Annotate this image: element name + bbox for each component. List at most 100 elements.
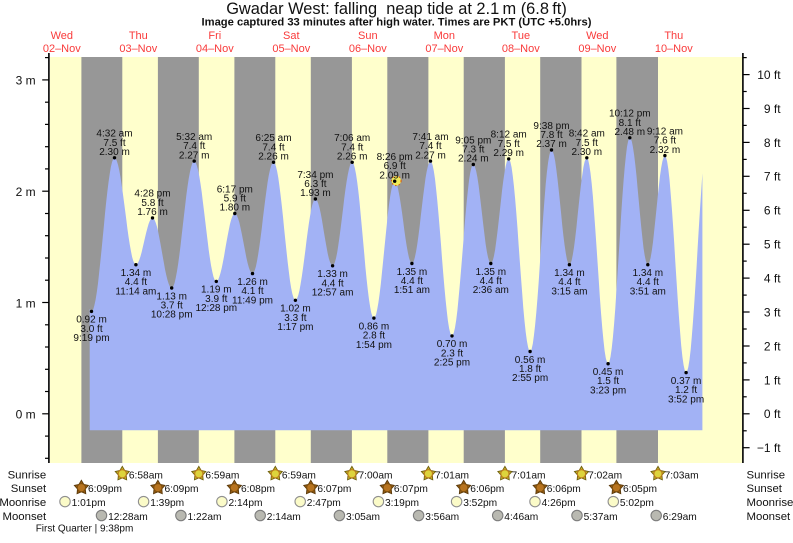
svg-text:6:25 am: 6:25 am <box>255 133 291 144</box>
svg-text:Mon: Mon <box>434 30 455 42</box>
svg-text:7:01am: 7:01am <box>435 470 469 481</box>
svg-text:4 ft: 4 ft <box>764 272 781 286</box>
svg-text:Sat: Sat <box>283 30 300 42</box>
svg-text:Sunrise: Sunrise <box>747 469 786 481</box>
svg-text:06–Nov: 06–Nov <box>349 43 387 55</box>
svg-text:9:12 am: 9:12 am <box>647 126 683 137</box>
svg-text:6:08pm: 6:08pm <box>241 484 275 495</box>
svg-text:11:49 pm: 11:49 pm <box>232 295 273 306</box>
svg-text:Gwadar West: falling neap tid: Gwadar West: falling neap tide at 2.1 m … <box>226 0 567 18</box>
svg-text:8:42 am: 8:42 am <box>569 129 605 140</box>
svg-text:2:36 am: 2:36 am <box>473 285 509 296</box>
svg-text:7:41 am: 7:41 am <box>412 132 448 143</box>
svg-text:08–Nov: 08–Nov <box>502 43 540 55</box>
svg-text:5:02pm: 5:02pm <box>620 498 654 509</box>
svg-text:Moonset: Moonset <box>2 511 47 523</box>
svg-text:3 m: 3 m <box>16 74 36 88</box>
svg-text:9 ft: 9 ft <box>764 102 781 116</box>
svg-text:2 m: 2 m <box>16 185 36 199</box>
svg-text:3:51 am: 3:51 am <box>630 286 666 297</box>
svg-text:2:14am: 2:14am <box>267 512 301 523</box>
svg-text:5 ft: 5 ft <box>764 238 781 252</box>
svg-text:3:56am: 3:56am <box>425 512 459 523</box>
svg-text:5:37am: 5:37am <box>584 512 618 523</box>
svg-text:4:26pm: 4:26pm <box>542 498 576 509</box>
svg-text:11:14 am: 11:14 am <box>115 286 156 297</box>
svg-text:Moonrise: Moonrise <box>747 497 793 509</box>
svg-text:4:28 pm: 4:28 pm <box>134 189 170 200</box>
svg-text:Image captured 33 minutes afte: Image captured 33 minutes after high wat… <box>202 17 592 29</box>
svg-text:3 ft: 3 ft <box>764 305 781 319</box>
svg-text:7 ft: 7 ft <box>764 170 781 184</box>
svg-text:Tue: Tue <box>512 30 531 42</box>
svg-text:Moonset: Moonset <box>747 511 792 523</box>
svg-text:1 ft: 1 ft <box>764 373 781 387</box>
svg-text:1:22am: 1:22am <box>188 512 222 523</box>
svg-text:7:06 am: 7:06 am <box>334 133 370 144</box>
svg-text:7:02am: 7:02am <box>588 470 622 481</box>
svg-text:2 ft: 2 ft <box>764 339 781 353</box>
svg-text:Sunset: Sunset <box>11 483 47 495</box>
svg-text:7:01am: 7:01am <box>512 470 546 481</box>
svg-text:6:29am: 6:29am <box>663 512 697 523</box>
svg-text:6:07pm: 6:07pm <box>317 484 351 495</box>
svg-text:04–Nov: 04–Nov <box>196 43 234 55</box>
svg-text:Wed: Wed <box>586 30 608 42</box>
svg-text:05–Nov: 05–Nov <box>272 43 310 55</box>
svg-text:6 ft: 6 ft <box>764 204 781 218</box>
svg-text:Fri: Fri <box>208 30 221 42</box>
svg-text:10 ft: 10 ft <box>757 68 781 82</box>
svg-text:Sun: Sun <box>358 30 378 42</box>
svg-text:03–Nov: 03–Nov <box>119 43 157 55</box>
svg-text:2:47pm: 2:47pm <box>307 498 341 509</box>
svg-text:6:06pm: 6:06pm <box>547 484 581 495</box>
svg-text:7:03am: 7:03am <box>665 470 699 481</box>
svg-text:First Quarter | 9:38pm: First Quarter | 9:38pm <box>36 524 134 535</box>
svg-text:6:07pm: 6:07pm <box>394 484 428 495</box>
svg-text:7:34 pm: 7:34 pm <box>297 170 333 181</box>
svg-text:12:57 am: 12:57 am <box>312 288 354 299</box>
svg-text:1:54 pm: 1:54 pm <box>356 340 392 351</box>
svg-text:−1 ft: −1 ft <box>757 441 781 455</box>
svg-text:2:14pm: 2:14pm <box>229 498 263 509</box>
svg-text:6:09pm: 6:09pm <box>88 484 122 495</box>
svg-text:Wed: Wed <box>51 30 73 42</box>
svg-text:2:55 pm: 2:55 pm <box>512 373 548 384</box>
svg-text:1:17 pm: 1:17 pm <box>277 322 313 333</box>
svg-text:1:39pm: 1:39pm <box>150 498 184 509</box>
svg-text:3:52 pm: 3:52 pm <box>668 394 704 405</box>
svg-text:6:09pm: 6:09pm <box>165 484 199 495</box>
svg-text:5:32 am: 5:32 am <box>176 132 212 143</box>
svg-text:Sunrise: Sunrise <box>8 469 47 481</box>
svg-text:0 m: 0 m <box>16 408 36 422</box>
svg-text:10:28 pm: 10:28 pm <box>151 310 193 321</box>
svg-text:6:06pm: 6:06pm <box>470 484 504 495</box>
svg-text:4:46am: 4:46am <box>504 512 538 523</box>
svg-text:9:05 pm: 9:05 pm <box>455 135 491 146</box>
svg-text:07–Nov: 07–Nov <box>425 43 463 55</box>
svg-text:12:28 pm: 12:28 pm <box>195 303 237 314</box>
svg-text:1 m: 1 m <box>16 296 36 310</box>
svg-text:12:28am: 12:28am <box>108 512 148 523</box>
svg-text:6:17 pm: 6:17 pm <box>217 184 253 195</box>
svg-text:09–Nov: 09–Nov <box>578 43 616 55</box>
svg-text:Moonrise: Moonrise <box>0 497 46 509</box>
svg-text:2:25 pm: 2:25 pm <box>434 358 470 369</box>
svg-text:10–Nov: 10–Nov <box>655 43 693 55</box>
svg-text:0 ft: 0 ft <box>764 407 781 421</box>
svg-text:10:12 pm: 10:12 pm <box>609 109 651 120</box>
svg-text:3:19pm: 3:19pm <box>385 498 419 509</box>
svg-text:8:26 pm: 8:26 pm <box>377 152 413 163</box>
svg-text:1:51 am: 1:51 am <box>394 285 430 296</box>
svg-text:6:05pm: 6:05pm <box>623 484 657 495</box>
svg-text:8:12 am: 8:12 am <box>491 130 527 141</box>
svg-text:3:23 pm: 3:23 pm <box>590 385 626 396</box>
svg-text:8 ft: 8 ft <box>764 136 781 150</box>
svg-text:Thu: Thu <box>664 30 683 42</box>
svg-text:3:05am: 3:05am <box>346 512 380 523</box>
svg-text:3:15 am: 3:15 am <box>551 286 587 297</box>
svg-text:9:19 pm: 9:19 pm <box>73 333 109 344</box>
svg-text:4:32 am: 4:32 am <box>96 129 132 140</box>
svg-text:Thu: Thu <box>129 30 148 42</box>
svg-text:3:52pm: 3:52pm <box>463 498 497 509</box>
